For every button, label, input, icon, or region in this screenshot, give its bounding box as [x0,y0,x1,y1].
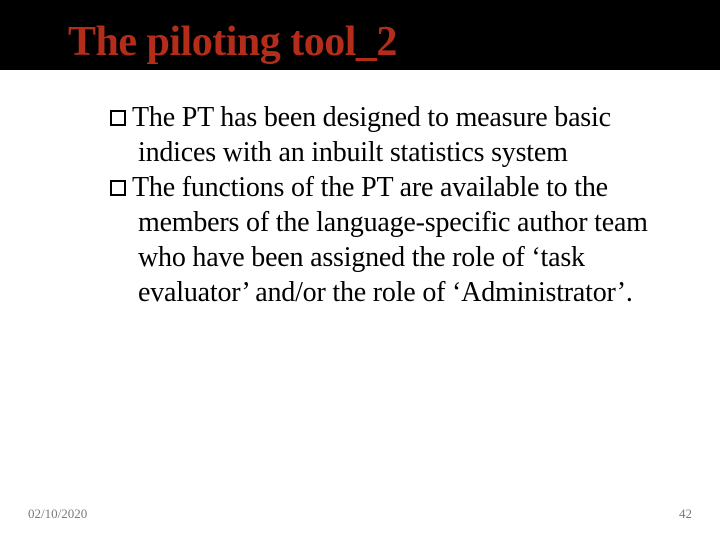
bullet-text: The PT has been designed to measure basi… [132,102,611,168]
bullet-item: The PT has been designed to measure basi… [110,100,652,170]
slide-title: The piloting tool_2 [68,18,720,66]
slide-body: The PT has been designed to measure basi… [0,72,720,310]
bullet-text: The functions of the PT are available to… [132,172,648,308]
title-band: The piloting tool_2 [0,0,720,70]
square-bullet-icon [110,180,126,196]
square-bullet-icon [110,110,126,126]
bullet-item: The functions of the PT are available to… [110,170,652,310]
footer-date: 02/10/2020 [28,506,87,522]
footer-page-number: 42 [679,506,692,522]
